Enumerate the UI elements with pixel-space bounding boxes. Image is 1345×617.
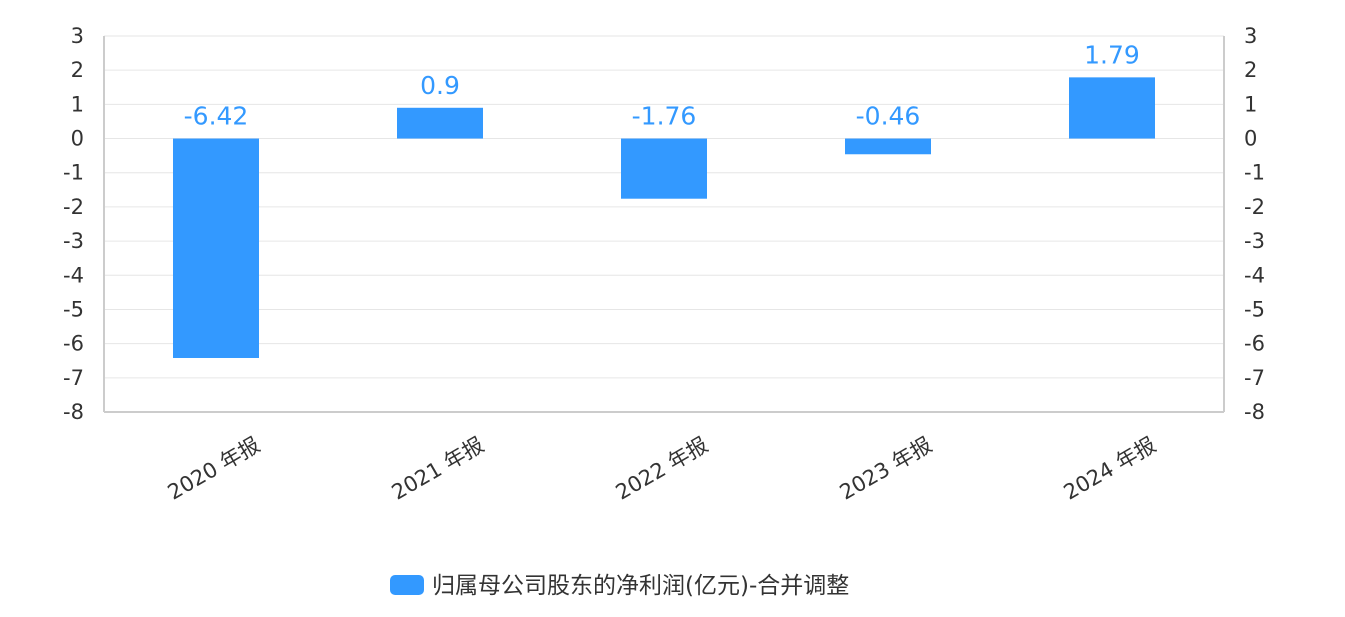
y-tick-label-left: 1	[71, 92, 84, 116]
y-tick-label-right: -1	[1244, 161, 1265, 185]
bar[interactable]	[1069, 77, 1155, 139]
y-tick-label-left: -3	[63, 229, 84, 253]
y-tick-label-right: -2	[1244, 195, 1265, 219]
y-tick-label-left: 0	[71, 127, 84, 151]
data-label: 1.79	[1084, 40, 1140, 69]
y-tick-label-right: 2	[1244, 58, 1257, 82]
y-tick-label-left: -7	[63, 366, 84, 390]
y-tick-label-right: -7	[1244, 366, 1265, 390]
data-labels: -6.42 0.9 -1.76 -0.46 1.79	[184, 40, 1140, 130]
y-axis-left-ticks: 3 2 1 0 -1 -2 -3 -4 -5 -6 -7 -8	[63, 24, 84, 424]
x-tick-label: 2021 年报	[388, 433, 488, 505]
y-tick-label-left: -6	[63, 332, 84, 356]
y-tick-label-left: -8	[63, 400, 84, 424]
y-tick-label-right: -8	[1244, 400, 1265, 424]
y-tick-label-left: 3	[71, 24, 84, 48]
y-tick-label-left: -5	[63, 297, 84, 321]
y-tick-label-left: -1	[63, 161, 84, 185]
legend-label[interactable]: 归属母公司股东的净利润(亿元)-合并调整	[432, 573, 849, 599]
data-label: -1.76	[632, 102, 697, 131]
y-tick-label-left: -2	[63, 195, 84, 219]
y-tick-label-left: 2	[71, 58, 84, 82]
x-axis-ticks: 2020 年报 2021 年报 2022 年报 2023 年报 2024 年报	[164, 433, 1160, 505]
data-label: -6.42	[184, 102, 249, 131]
bars	[173, 77, 1155, 358]
legend-swatch[interactable]	[390, 575, 424, 595]
y-tick-label-left: -4	[63, 263, 84, 287]
legend[interactable]: 归属母公司股东的净利润(亿元)-合并调整	[390, 573, 849, 599]
y-tick-label-right: 3	[1244, 24, 1257, 48]
data-label: -0.46	[856, 102, 921, 131]
y-axis-right-ticks: 3 2 1 0 -1 -2 -3 -4 -5 -6 -7 -8	[1244, 24, 1265, 424]
x-tick-label: 2020 年报	[164, 433, 264, 505]
data-label: 0.9	[420, 71, 460, 100]
y-tick-label-right: -6	[1244, 332, 1265, 356]
y-tick-label-right: -4	[1244, 263, 1265, 287]
x-tick-label: 2022 年报	[612, 433, 712, 505]
bar[interactable]	[397, 107, 483, 139]
x-tick-label: 2024 年报	[1060, 433, 1160, 505]
axes	[103, 36, 1225, 413]
bar[interactable]	[621, 138, 707, 199]
bar[interactable]	[173, 138, 259, 358]
x-tick-label: 2023 年报	[836, 433, 936, 505]
bar[interactable]	[845, 138, 931, 155]
y-tick-label-right: -3	[1244, 229, 1265, 253]
y-tick-label-right: 0	[1244, 127, 1257, 151]
grid-lines	[104, 35, 1224, 413]
y-tick-label-right: -5	[1244, 297, 1265, 321]
y-tick-label-right: 1	[1244, 92, 1257, 116]
